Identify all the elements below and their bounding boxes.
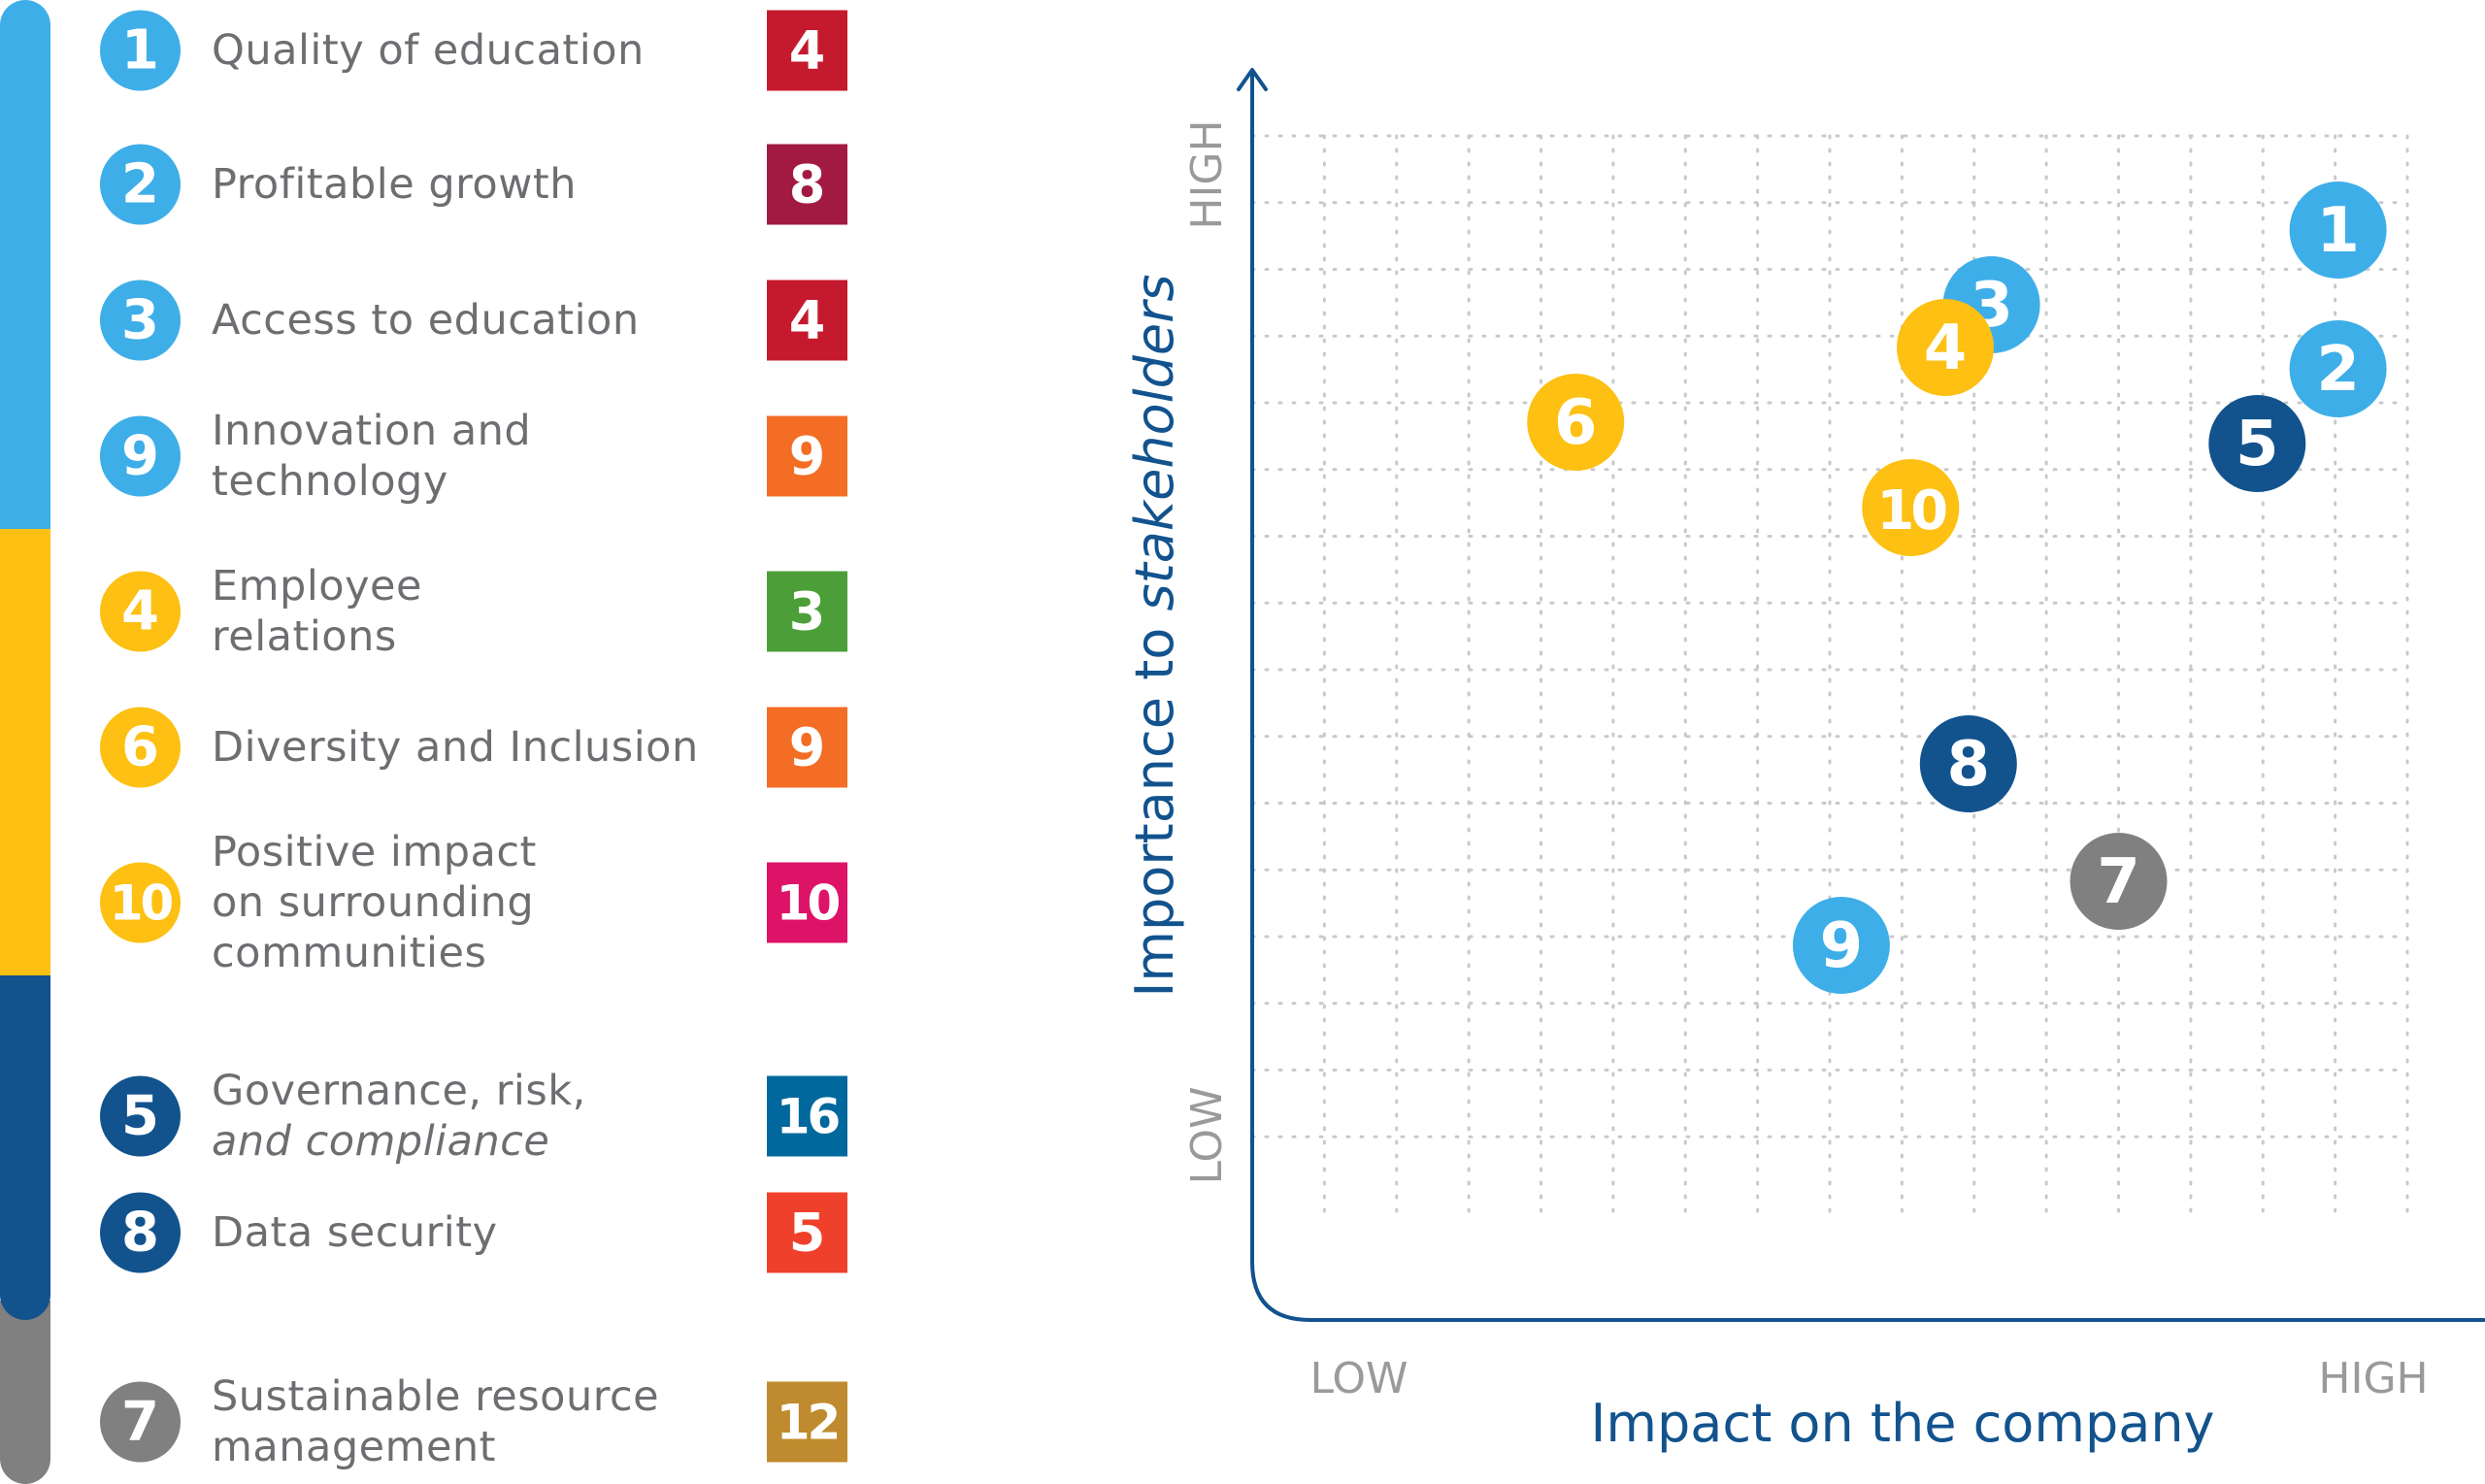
topic-label-line: Data security <box>212 1208 498 1257</box>
x-tick-low: LOW <box>1309 1354 1408 1403</box>
topic-label: Quality of education <box>212 25 755 76</box>
topic-label-line: Innovation and <box>212 407 532 455</box>
sdg-goal-badge: 8 <box>767 144 847 225</box>
category-stripe-grey <box>0 1301 50 1484</box>
topic-number-badge: 8 <box>100 1192 181 1273</box>
topic-label-line: Positive impact <box>212 828 537 876</box>
data-point-label-1: 1 <box>2316 195 2360 267</box>
topic-label-line: Sustainable resource <box>212 1372 660 1421</box>
sdg-goal-badge: 4 <box>767 10 847 91</box>
data-point-7 <box>2070 833 2168 930</box>
topic-label: Access to education <box>212 295 755 346</box>
topic-label: Data security <box>212 1207 755 1258</box>
y-axis-arrow-icon <box>1237 68 1268 91</box>
data-point-label-6: 6 <box>1554 387 1598 459</box>
data-point-1 <box>2289 181 2387 279</box>
category-stripe-yellow <box>0 529 50 990</box>
topic-label: Employee relations <box>212 561 755 662</box>
topic-label: Innovation and technology <box>212 406 755 507</box>
sdg-goal-badge: 12 <box>767 1381 847 1463</box>
y-tick-low: LOW <box>1182 1086 1232 1184</box>
topic-label-line: Profitable growth <box>212 160 577 209</box>
y-axis-label-italic: stakeholders <box>1124 275 1185 611</box>
topic-label: Governance, risk, and compliance <box>212 1066 755 1167</box>
topic-label-line: Governance, risk, <box>212 1067 586 1115</box>
y-tick-high: HIGH <box>1182 119 1232 229</box>
y-axis-label: Importance to stakeholders <box>1124 275 1185 998</box>
topic-label-line: Diversity and Inclusion <box>212 723 699 772</box>
topic-label-line: and compliance <box>212 1117 550 1166</box>
category-stripe-blue <box>0 0 50 539</box>
topic-label-line: communities <box>212 929 487 977</box>
x-axis-label: Impact on the company <box>1590 1393 2214 1454</box>
topic-label: Sustainable resource management <box>212 1371 755 1472</box>
data-point-9 <box>1792 897 1890 994</box>
data-point-label-4: 4 <box>1924 313 1968 384</box>
topic-number-badge: 9 <box>100 415 181 497</box>
data-point-5 <box>2208 395 2306 492</box>
topic-label-line: relations <box>212 612 397 661</box>
topic-number-badge: 3 <box>100 280 181 361</box>
y-axis-label-prefix: Importance to <box>1124 611 1185 998</box>
data-point-label-8: 8 <box>1947 729 1991 801</box>
topic-number-badge: 6 <box>100 707 181 788</box>
topic-number-badge: 4 <box>100 571 181 652</box>
data-point-8 <box>1919 715 2017 812</box>
topic-number-badge: 7 <box>100 1381 181 1463</box>
data-point-4 <box>1897 299 1994 396</box>
data-point-label-10: 10 <box>1876 479 1946 543</box>
topic-label-line: on surrounding <box>212 878 535 927</box>
materiality-chart: LOW HIGH LOW HIGH Impact on the company Impor… <box>1124 68 2485 1454</box>
category-stripe-navy <box>0 975 50 1320</box>
topic-label: Profitable growth <box>212 159 755 210</box>
topic-label-line: Quality of education <box>212 26 645 75</box>
topic-label: Positive impact on surrounding communities <box>212 827 755 978</box>
sdg-goal-badge: 5 <box>767 1192 847 1273</box>
sdg-goal-badge: 9 <box>767 707 847 788</box>
sdg-goal-badge: 4 <box>767 280 847 361</box>
data-point-label-2: 2 <box>2316 334 2360 406</box>
topic-label: Diversity and Inclusion <box>212 722 755 773</box>
sdg-goal-badge: 10 <box>767 862 847 943</box>
data-point-label-5: 5 <box>2236 409 2279 480</box>
data-point-10 <box>1862 459 1960 556</box>
topic-label-line: Access to education <box>212 296 640 345</box>
sdg-goal-badge: 3 <box>767 571 847 652</box>
topic-number-badge: 5 <box>100 1075 181 1157</box>
topic-number-badge: 1 <box>100 10 181 91</box>
sdg-goal-badge: 16 <box>767 1075 847 1157</box>
topic-label-line: management <box>212 1423 497 1471</box>
topic-label-line: technology <box>212 457 448 506</box>
data-point-label-9: 9 <box>1820 910 1864 982</box>
topic-number-badge: 10 <box>100 862 181 943</box>
sdg-goal-badge: 9 <box>767 415 847 497</box>
topic-label-line: Employee <box>212 562 422 610</box>
topic-number-badge: 2 <box>100 144 181 225</box>
data-point-2 <box>2289 320 2387 417</box>
axes-line <box>1250 73 2485 1322</box>
data-point-6 <box>1527 374 1625 471</box>
data-point-label-7: 7 <box>2097 846 2140 918</box>
x-tick-high: HIGH <box>2318 1354 2428 1403</box>
